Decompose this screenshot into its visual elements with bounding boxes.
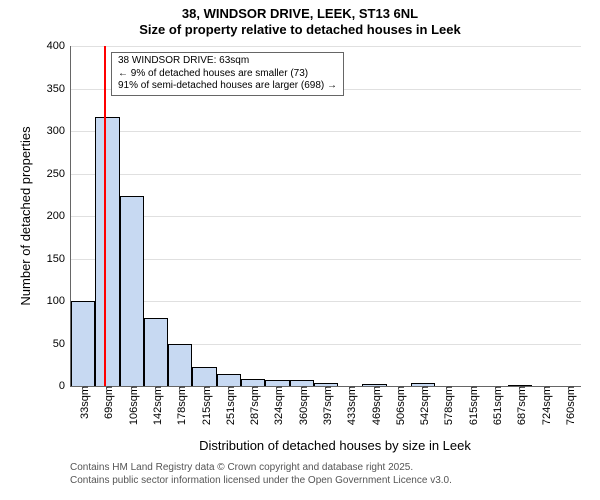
annot-line2: ← 9% of detached houses are smaller (73) — [118, 68, 337, 81]
y-tick: 0 — [59, 380, 71, 392]
title-line2: Size of property relative to detached ho… — [0, 22, 600, 38]
x-tick: 106sqm — [124, 386, 140, 425]
title-line1: 38, WINDSOR DRIVE, LEEK, ST13 6NL — [0, 6, 600, 22]
y-tick: 50 — [53, 338, 71, 350]
gridline — [71, 174, 581, 175]
bar — [217, 374, 241, 386]
bar — [71, 301, 95, 386]
footer-line1: Contains HM Land Registry data © Crown c… — [70, 462, 600, 475]
y-tick: 350 — [47, 83, 71, 95]
y-axis-label: Number of detached properties — [18, 126, 33, 305]
x-tick: 69sqm — [99, 386, 115, 419]
chart-container: 38, WINDSOR DRIVE, LEEK, ST13 6NL Size o… — [0, 0, 600, 500]
x-tick: 433sqm — [342, 386, 358, 425]
y-tick: 300 — [47, 125, 71, 137]
footer: Contains HM Land Registry data © Crown c… — [0, 462, 600, 487]
bar — [192, 367, 216, 386]
y-tick: 250 — [47, 168, 71, 180]
x-tick: 33sqm — [75, 386, 91, 419]
bar — [241, 379, 265, 386]
bar — [144, 318, 168, 386]
x-tick: 615sqm — [464, 386, 480, 425]
x-tick: 542sqm — [415, 386, 431, 425]
bar — [95, 117, 119, 386]
gridline — [71, 216, 581, 217]
bar — [168, 344, 192, 387]
gridline — [71, 46, 581, 47]
plot-area: 05010015020025030035040033sqm69sqm106sqm… — [70, 46, 581, 387]
x-tick: 506sqm — [391, 386, 407, 425]
gridline — [71, 259, 581, 260]
x-tick: 178sqm — [172, 386, 188, 425]
x-tick: 142sqm — [148, 386, 164, 425]
gridline — [71, 131, 581, 132]
x-tick: 469sqm — [367, 386, 383, 425]
x-tick: 360sqm — [294, 386, 310, 425]
x-tick: 724sqm — [537, 386, 553, 425]
x-tick: 760sqm — [561, 386, 577, 425]
footer-line2: Contains public sector information licen… — [70, 475, 600, 488]
y-tick: 400 — [47, 40, 71, 52]
x-axis-label: Distribution of detached houses by size … — [0, 438, 600, 453]
annot-line3: 91% of semi-detached houses are larger (… — [118, 80, 337, 93]
bar — [120, 196, 144, 386]
x-tick: 251sqm — [221, 386, 237, 425]
x-tick: 397sqm — [318, 386, 334, 425]
gridline — [71, 301, 581, 302]
y-tick: 200 — [47, 210, 71, 222]
y-tick: 150 — [47, 253, 71, 265]
x-tick: 324sqm — [269, 386, 285, 425]
x-tick: 651sqm — [488, 386, 504, 425]
reference-line — [104, 46, 106, 386]
annot-line1: 38 WINDSOR DRIVE: 63sqm — [118, 55, 337, 68]
x-tick: 215sqm — [197, 386, 213, 425]
y-tick: 100 — [47, 295, 71, 307]
x-tick: 578sqm — [439, 386, 455, 425]
x-tick: 287sqm — [245, 386, 261, 425]
annotation-box: 38 WINDSOR DRIVE: 63sqm ← 9% of detached… — [111, 52, 344, 96]
x-tick: 687sqm — [512, 386, 528, 425]
chart-title: 38, WINDSOR DRIVE, LEEK, ST13 6NL Size o… — [0, 6, 600, 39]
